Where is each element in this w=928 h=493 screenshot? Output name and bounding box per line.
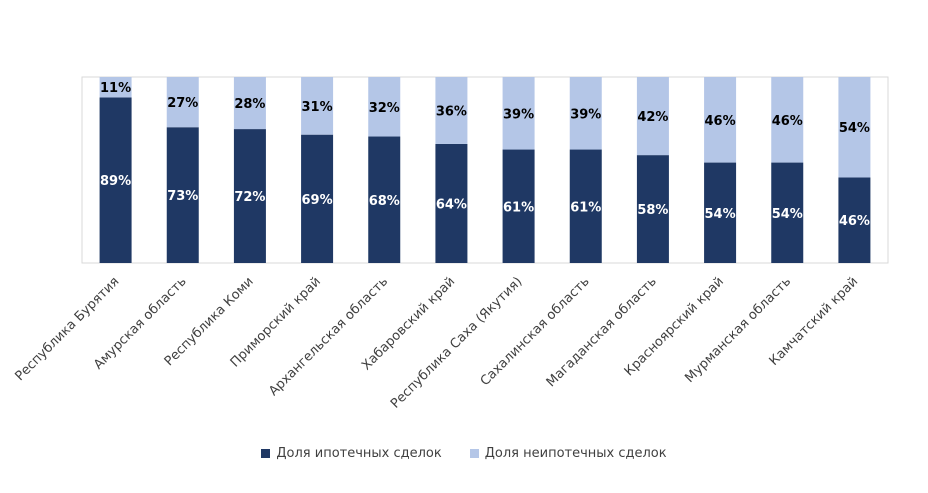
- value-label-mortgage-2: 73%: [167, 189, 198, 204]
- value-label-non-mortgage-9: 42%: [637, 110, 668, 125]
- value-label-non-mortgage-8: 39%: [570, 107, 601, 122]
- category-label-5: Архангельская область: [266, 274, 391, 399]
- legend: Доля ипотечных сделок Доля неипотечных с…: [0, 446, 928, 461]
- value-label-mortgage-7: 61%: [503, 200, 534, 215]
- value-label-mortgage-5: 68%: [369, 194, 400, 209]
- value-label-non-mortgage-6: 36%: [436, 104, 467, 119]
- value-label-mortgage-8: 61%: [570, 200, 601, 215]
- value-labels-layer: 89% 11% 73% 27% 72% 28% 69% 31% 68% 32% 64% 36% 61% 3…: [100, 81, 870, 229]
- value-label-mortgage-11: 54%: [772, 207, 803, 222]
- value-label-non-mortgage-4: 31%: [302, 100, 333, 115]
- value-label-non-mortgage-7: 39%: [503, 107, 534, 122]
- value-label-non-mortgage-12: 54%: [839, 121, 870, 136]
- value-label-non-mortgage-5: 32%: [369, 101, 400, 116]
- category-label-7: Республика Саха (Якутия): [388, 274, 525, 411]
- legend-item-mortgage: Доля ипотечных сделок: [261, 446, 441, 461]
- legend-label-mortgage: Доля ипотечных сделок: [276, 446, 441, 461]
- value-label-non-mortgage-11: 46%: [772, 114, 803, 129]
- legend-swatch-mortgage: [261, 449, 270, 458]
- stacked-bar-chart: 89% 11% 73% 27% 72% 28% 69% 31% 68% 32% 64% 36% 61% 3…: [0, 0, 928, 440]
- value-label-mortgage-10: 54%: [705, 207, 736, 222]
- chart-container: 89% 11% 73% 27% 72% 28% 69% 31% 68% 32% 64% 36% 61% 3…: [0, 0, 928, 493]
- value-label-non-mortgage-10: 46%: [705, 114, 736, 129]
- plot-area-border: [82, 77, 888, 263]
- value-label-mortgage-1: 89%: [100, 174, 131, 189]
- value-label-mortgage-4: 69%: [302, 193, 333, 208]
- category-label-9: Магаданская область: [544, 274, 660, 390]
- value-label-mortgage-12: 46%: [839, 214, 870, 229]
- value-label-mortgage-9: 58%: [637, 203, 668, 218]
- value-label-non-mortgage-2: 27%: [167, 96, 198, 111]
- value-label-mortgage-6: 64%: [436, 197, 467, 212]
- value-label-non-mortgage-1: 11%: [100, 81, 131, 96]
- value-label-non-mortgage-3: 28%: [234, 97, 265, 112]
- legend-item-non-mortgage: Доля неипотечных сделок: [470, 446, 667, 461]
- category-label-8: Сахалинская область: [478, 274, 593, 389]
- value-label-mortgage-3: 72%: [234, 190, 265, 205]
- legend-swatch-non-mortgage: [470, 449, 479, 458]
- legend-label-non-mortgage: Доля неипотечных сделок: [485, 446, 667, 461]
- bars-layer: [100, 77, 871, 263]
